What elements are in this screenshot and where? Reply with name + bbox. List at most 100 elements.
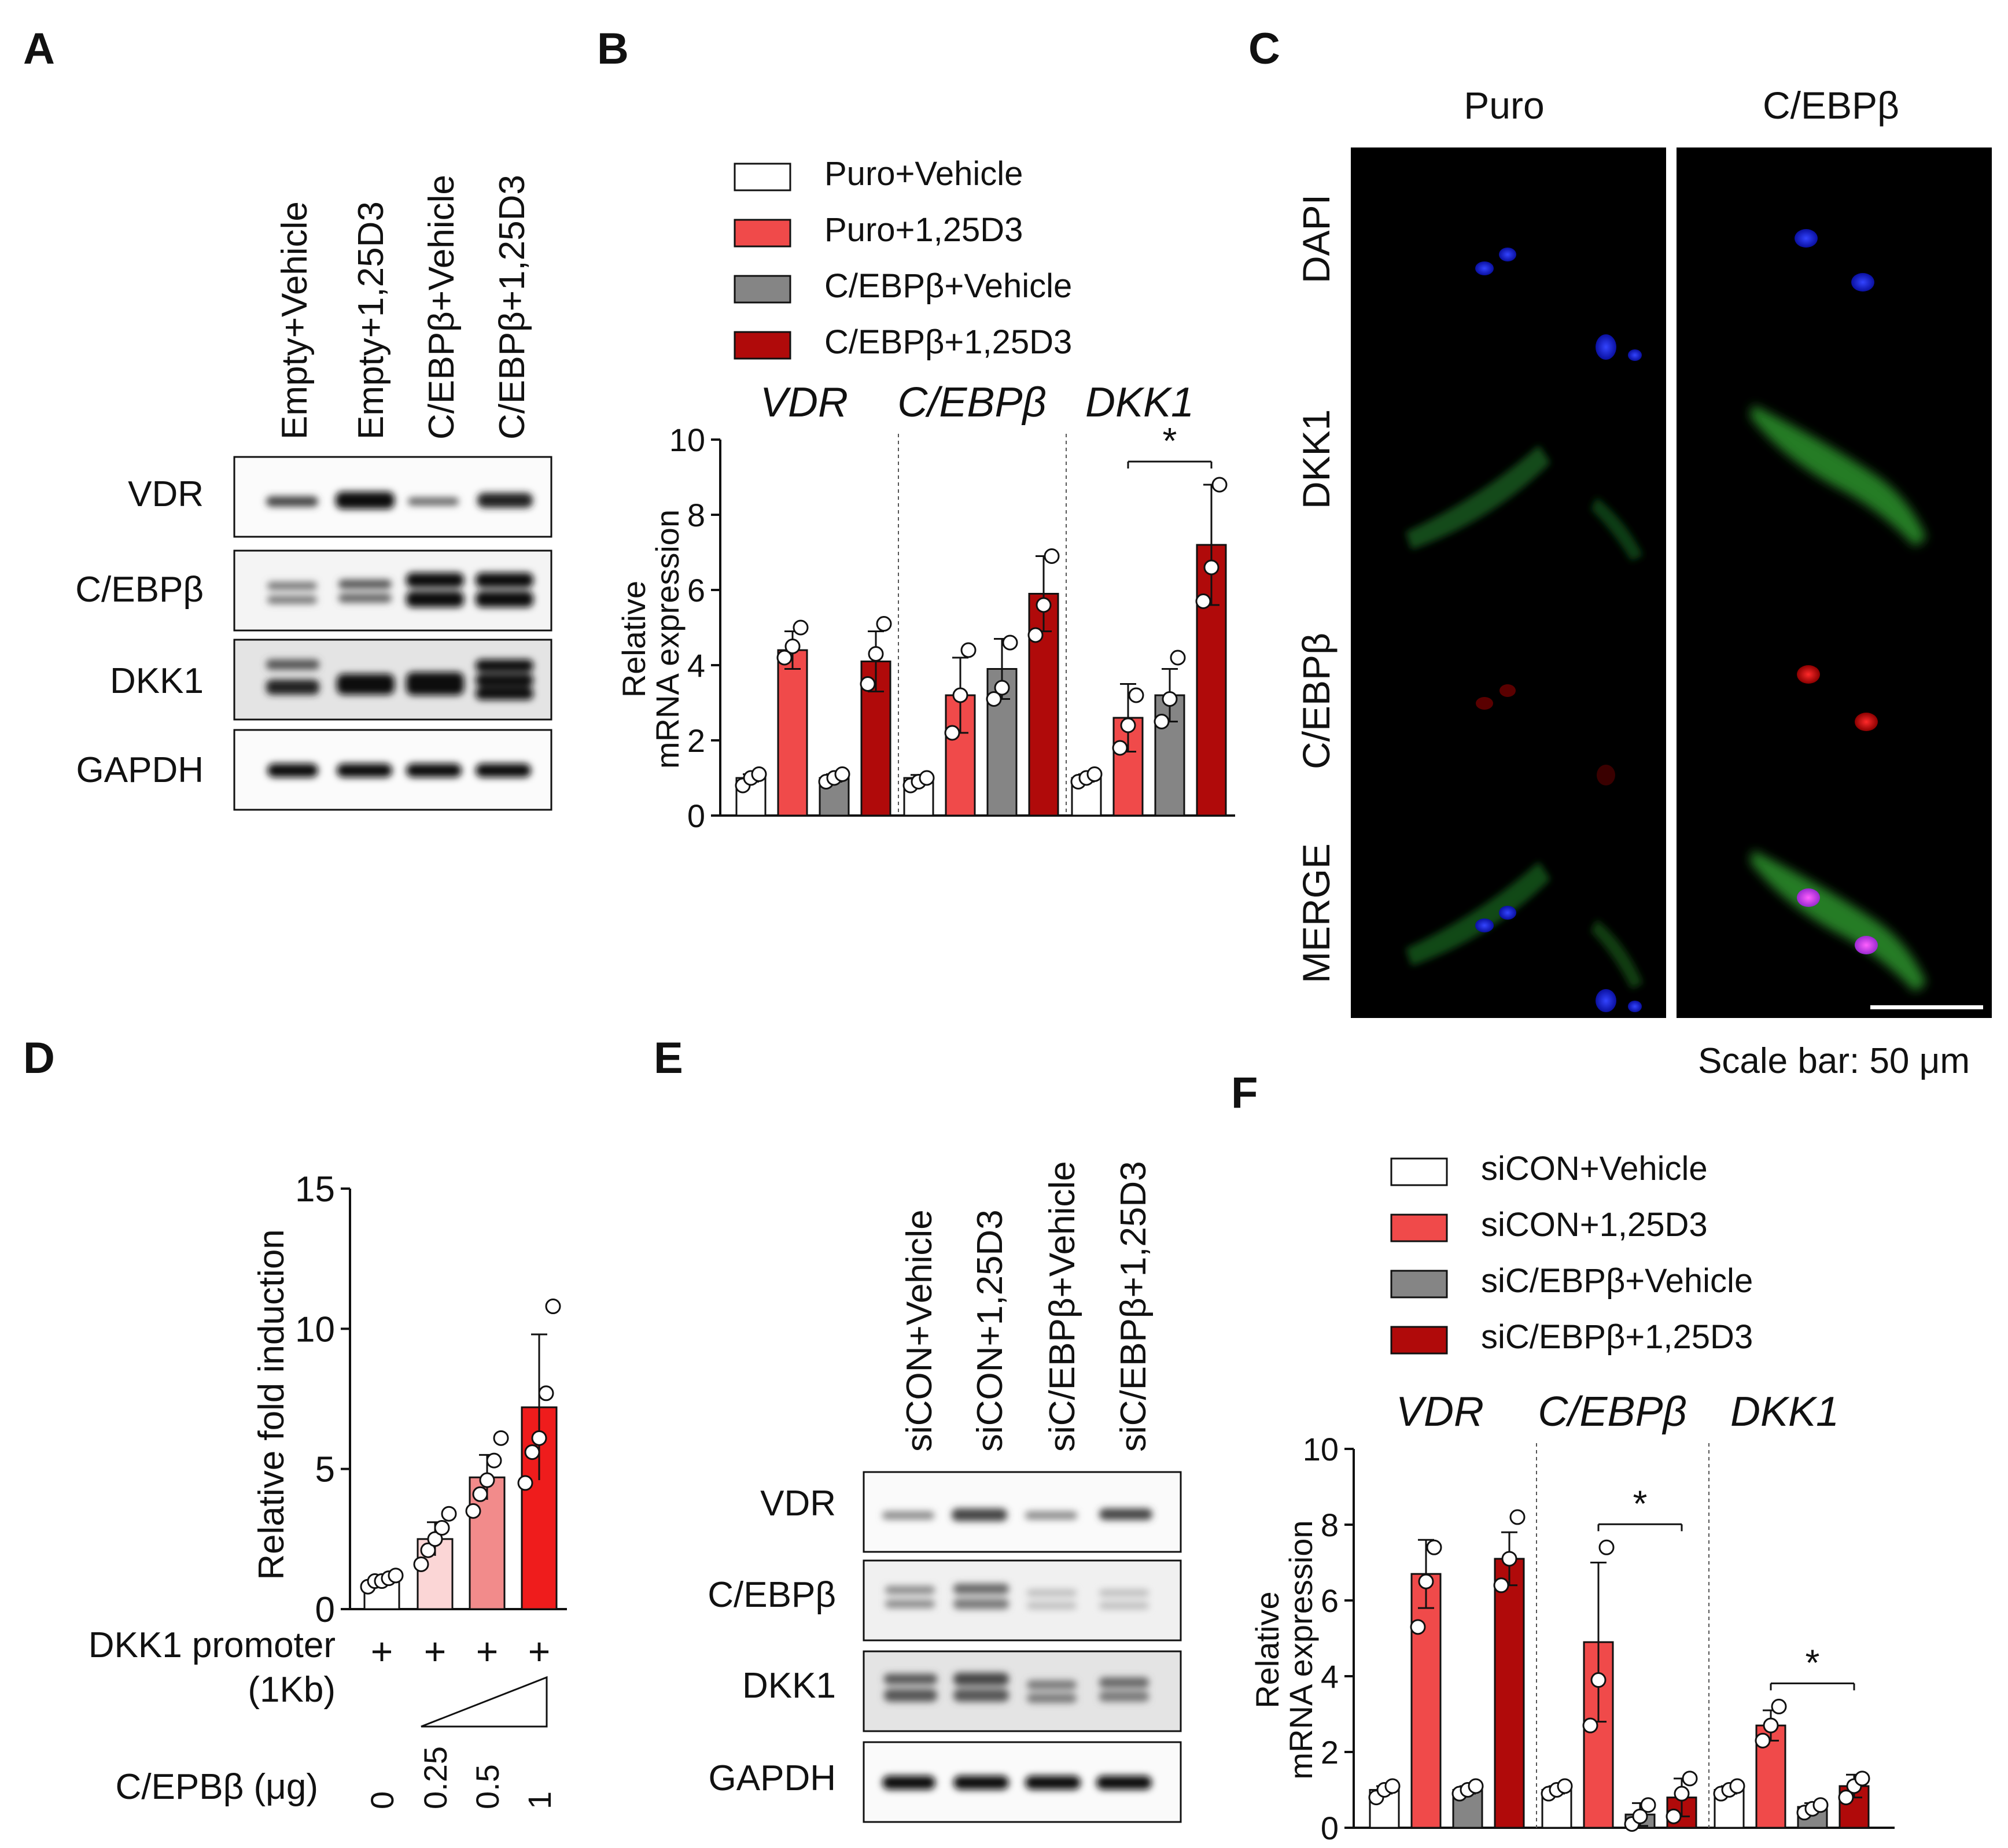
data-point (793, 619, 809, 636)
micro-col-puro: Puro (1464, 84, 1544, 127)
group-label: C/EBPβ (897, 379, 1046, 426)
panel-label-c: C (1248, 24, 1280, 73)
blot-a-row-dkk1: DKK1 (110, 661, 204, 701)
y-tick-label: 6 (1321, 1583, 1339, 1619)
data-point (524, 1444, 540, 1460)
data-point (1128, 687, 1144, 703)
blot-e-row-dkk1: DKK1 (742, 1666, 836, 1706)
data-point (1632, 1808, 1648, 1824)
data-point (834, 766, 850, 782)
data-point (1468, 1778, 1484, 1794)
micro-puro-merge (1406, 862, 1643, 1012)
dose-label: 1 (521, 1791, 558, 1809)
data-point (1044, 548, 1060, 564)
y-axis-title: Relative fold induction (252, 1229, 292, 1580)
group-label: C/EBPβ (1538, 1389, 1686, 1435)
micro-c: Puro C/EBPβ DAPI DKK1 C/EBPβ MERGE (1295, 84, 1992, 1081)
blot-a-lane-4: C/EBPβ+1,25D3 (492, 175, 532, 440)
micro-col-cebpb: C/EBPβ (1763, 84, 1899, 127)
legend-label: siCON+1,25D3 (1481, 1206, 1708, 1244)
row-label-promoter-size: (1Kb) (248, 1670, 336, 1710)
data-point (1162, 691, 1178, 707)
data-point (538, 1385, 554, 1401)
blot-e-lane-1: siCON+Vehicle (900, 1209, 939, 1452)
data-point (493, 1430, 509, 1446)
data-point (434, 1519, 450, 1536)
micro-row-merge: MERGE (1295, 843, 1338, 983)
data-point (531, 1430, 547, 1446)
data-point (1509, 1509, 1526, 1525)
micro-image-puro (1351, 147, 1666, 1018)
y-tick-label: 8 (1321, 1507, 1339, 1543)
y-tick-label: 4 (1321, 1658, 1339, 1695)
data-point (952, 687, 968, 703)
y-tick-label: 2 (1321, 1734, 1339, 1770)
chart-f: siCON+Vehicle siCON+1,25D3 siC/EBPβ+Vehicl… (1249, 1150, 1895, 1846)
y-tick-label: 5 (315, 1450, 335, 1490)
data-point (1598, 1539, 1615, 1555)
blot-a-bands (266, 492, 533, 777)
promoter-plus: + (424, 1630, 447, 1673)
blot-a: Empty+Vehicle Empty+1,25D3 C/EBPβ+Vehicl… (75, 175, 552, 811)
y-tick-label: 10 (295, 1310, 335, 1349)
dose-label: 0.5 (469, 1764, 506, 1809)
y-axis-title-line-2: mRNA expression (649, 510, 686, 769)
y-tick-label: 10 (1303, 1431, 1339, 1467)
data-point (517, 1475, 533, 1491)
micro-row-dapi: DAPI (1295, 194, 1338, 283)
data-point (876, 616, 892, 632)
group-label: DKK1 (1085, 379, 1194, 426)
legend-swatch (734, 219, 791, 248)
data-point (960, 642, 977, 658)
panel-label-e: E (654, 1034, 683, 1083)
data-point (1426, 1539, 1442, 1555)
data-point (1501, 1551, 1517, 1567)
data-point (1154, 714, 1170, 729)
legend-label: siCON+Vehicle (1481, 1150, 1708, 1187)
data-point (486, 1452, 502, 1469)
data-point (1418, 1573, 1434, 1589)
blot-e-row-vdr: VDR (760, 1484, 836, 1524)
y-tick-label: 2 (687, 722, 705, 759)
data-point (1729, 1778, 1745, 1794)
micro-scale-label: Scale bar: 50 μm (1698, 1041, 1970, 1081)
legend-swatch (1390, 1157, 1448, 1186)
data-point (420, 1542, 436, 1558)
y-tick-label: 0 (1321, 1810, 1339, 1846)
data-point (1755, 1732, 1771, 1749)
data-point (1036, 597, 1052, 613)
legend-label: Puro+Vehicle (824, 155, 1023, 193)
panel-label-b: B (597, 24, 629, 73)
data-point (1771, 1698, 1787, 1714)
blot-a-row-cebpb: C/EBPβ (75, 570, 204, 610)
legend-label: siC/EBPβ+1,25D3 (1481, 1318, 1753, 1356)
blot-e-strip-cebpb (863, 1559, 1182, 1642)
dose-triangle (421, 1676, 548, 1728)
legend-swatch (734, 163, 791, 191)
blot-e-lane-2: siCON+1,25D3 (970, 1209, 1010, 1452)
panel-label-d: D (23, 1034, 55, 1083)
data-point (1002, 635, 1018, 651)
significance-star: * (1806, 1642, 1820, 1683)
data-point (1410, 1619, 1426, 1635)
dose-label: 0.25 (417, 1746, 454, 1809)
micro-cebpb-cebpb (1797, 665, 1878, 731)
data-point (1195, 593, 1211, 609)
data-point (1674, 1786, 1690, 1802)
data-point (994, 680, 1010, 696)
data-point (1838, 1790, 1854, 1806)
y-tick-label: 15 (295, 1170, 335, 1209)
legend-label: Puro+1,25D3 (824, 211, 1023, 249)
data-point (1640, 1797, 1656, 1813)
legend-swatch (1390, 1326, 1448, 1355)
data-point (1854, 1770, 1870, 1787)
data-point (1582, 1717, 1598, 1733)
y-axis-title-line-1: Relative (616, 581, 652, 698)
data-point (1763, 1717, 1779, 1733)
chart-b: Puro+Vehicle Puro+1,25D3 C/EBPβ+Vehicle C/E… (616, 155, 1235, 834)
data-point (1666, 1808, 1682, 1824)
data-point (1112, 740, 1128, 756)
micro-image-cebpb (1677, 147, 1992, 1018)
